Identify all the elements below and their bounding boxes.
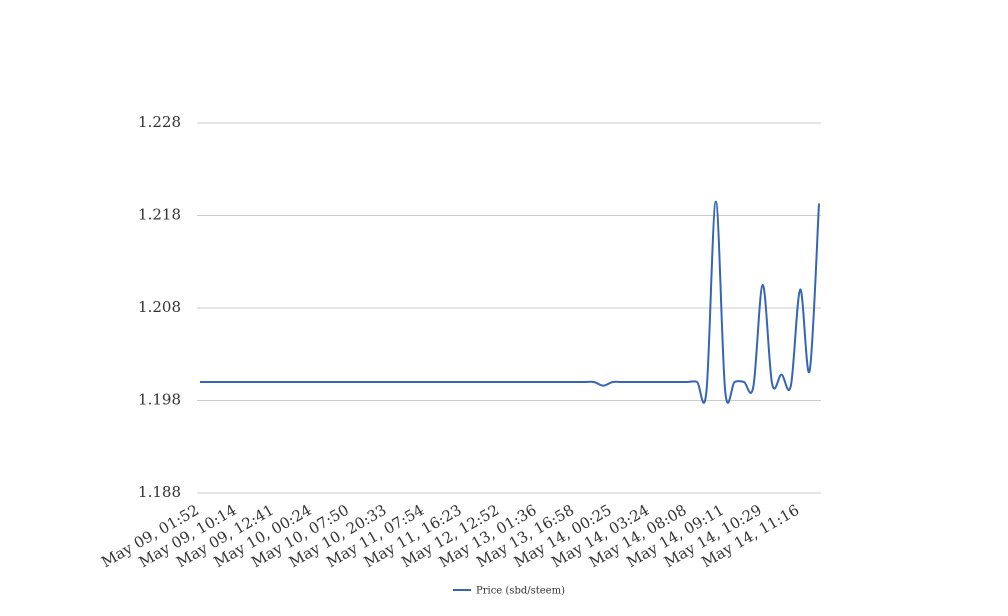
- legend-label: Price (sbd/steem): [476, 586, 565, 597]
- y-tick-label: 1.228: [138, 113, 181, 131]
- y-tick-label: 1.218: [138, 206, 181, 224]
- y-tick-label: 1.198: [138, 391, 181, 409]
- y-tick-label: 1.188: [138, 483, 181, 501]
- y-tick-label: 1.208: [138, 298, 181, 316]
- line: [200, 200, 820, 404]
